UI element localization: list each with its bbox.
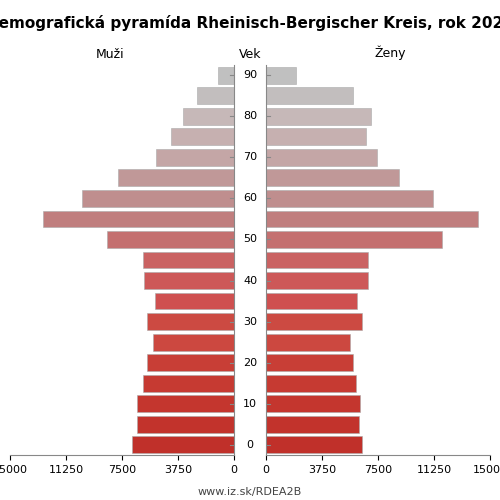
Text: Muži: Muži — [96, 48, 124, 60]
Text: 60: 60 — [243, 194, 257, 203]
Bar — [156, 149, 234, 166]
Text: 50: 50 — [243, 234, 257, 244]
Bar — [137, 416, 234, 432]
Text: 80: 80 — [243, 112, 257, 122]
Bar — [266, 252, 368, 268]
Bar — [82, 190, 234, 207]
Bar — [155, 292, 234, 310]
Bar — [266, 354, 352, 371]
Bar — [266, 292, 357, 310]
Text: 70: 70 — [243, 152, 257, 162]
Bar — [218, 67, 234, 84]
Text: 90: 90 — [243, 70, 257, 81]
Bar — [137, 396, 234, 412]
Bar — [266, 334, 349, 350]
Bar — [172, 128, 234, 146]
Text: Ženy: Ženy — [374, 46, 406, 60]
Bar — [266, 231, 442, 248]
Bar — [266, 374, 356, 392]
Bar — [132, 436, 234, 453]
Bar — [144, 272, 234, 289]
Bar — [266, 128, 366, 146]
Bar — [266, 396, 360, 412]
Bar — [266, 272, 368, 289]
Bar — [107, 231, 234, 248]
Bar — [266, 190, 434, 207]
Bar — [43, 210, 234, 228]
Text: www.iz.sk/RDEA2B: www.iz.sk/RDEA2B — [198, 487, 302, 497]
Bar — [148, 354, 234, 371]
Bar — [266, 416, 358, 432]
Bar — [266, 210, 478, 228]
Bar — [266, 108, 370, 124]
Text: 10: 10 — [243, 398, 257, 408]
Text: 30: 30 — [243, 316, 257, 326]
Bar — [196, 88, 234, 104]
Text: 40: 40 — [243, 276, 257, 285]
Bar — [143, 252, 234, 268]
Text: 20: 20 — [243, 358, 257, 368]
Bar — [266, 313, 362, 330]
Bar — [266, 88, 352, 104]
Bar — [266, 170, 399, 186]
Bar — [118, 170, 234, 186]
Bar — [266, 67, 296, 84]
Bar — [183, 108, 234, 124]
Bar — [154, 334, 234, 350]
Bar — [148, 313, 234, 330]
Bar — [143, 374, 234, 392]
Bar — [266, 436, 362, 453]
Text: 0: 0 — [246, 440, 254, 450]
Bar — [266, 149, 376, 166]
Text: Demografická pyramída Rheinisch-Bergischer Kreis, rok 2022: Demografická pyramída Rheinisch-Bergisch… — [0, 15, 500, 31]
Text: Vek: Vek — [239, 48, 261, 60]
